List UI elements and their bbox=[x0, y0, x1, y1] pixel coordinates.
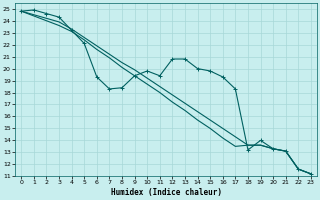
X-axis label: Humidex (Indice chaleur): Humidex (Indice chaleur) bbox=[111, 188, 221, 197]
